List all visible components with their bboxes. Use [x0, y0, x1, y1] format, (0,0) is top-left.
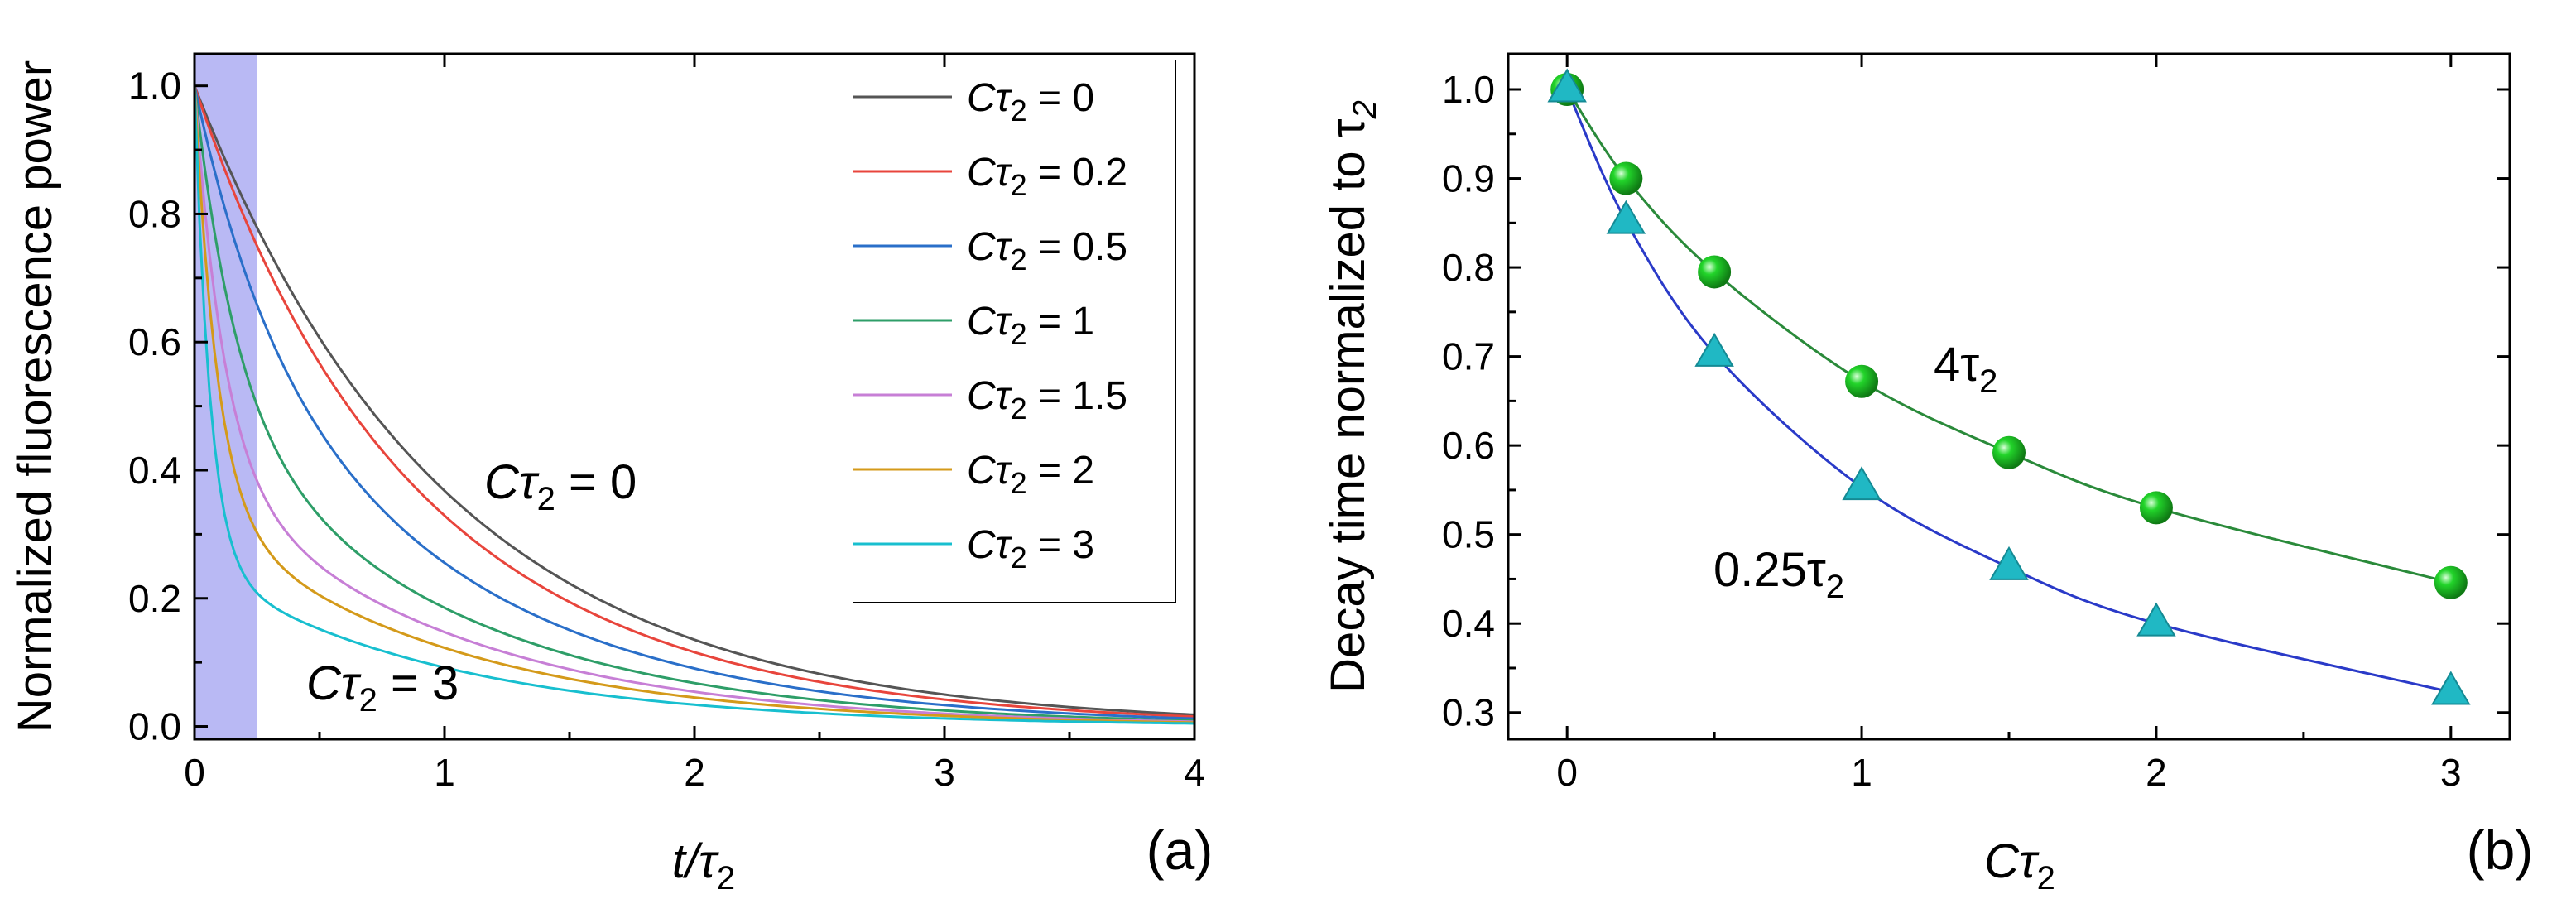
x-axis-label-a: t/τ2	[672, 834, 735, 897]
y-axis-label-b: Decay time normalized to τ2	[1321, 100, 1383, 693]
y-tick-label-a: 0.2	[128, 577, 181, 620]
x-tick-label-b: 2	[2146, 751, 2167, 794]
y-tick-label-a: 1.0	[128, 65, 181, 108]
annotation-ctau-0: Cτ2 = 0	[484, 455, 637, 517]
point-4tau2	[1992, 435, 2026, 469]
point-0.25tau2	[1842, 466, 1882, 501]
axis-ticks-b: 0 1 2 3 0.3 0.4 0.5 0.6 0.7 0.8 0.9 1.0	[1442, 54, 2510, 794]
point-4tau2	[1609, 161, 1643, 195]
panel-label-a: (a)	[1146, 820, 1214, 881]
x-tick-label-a: 2	[684, 751, 705, 794]
legend-label: Cτ2 = 1	[967, 300, 1094, 351]
x-tick-label-b: 3	[2440, 751, 2462, 794]
series-label-0.25tau2: 0.25τ2	[1713, 543, 1844, 605]
fit-line	[1565, 89, 2452, 694]
point-4tau2	[2434, 565, 2468, 599]
legend-label: Cτ2 = 2	[967, 449, 1094, 500]
point-0.25tau2	[1547, 68, 1587, 103]
point-4tau2	[1698, 255, 1732, 289]
x-tick-label-b: 0	[1556, 751, 1578, 794]
panel-label-b: (b)	[2467, 820, 2534, 881]
curve-ctau-0.5	[193, 85, 1195, 720]
point-0.25tau2	[1694, 332, 1734, 367]
decay-curves	[193, 85, 1195, 725]
y-tick-label-a: 0.4	[128, 449, 181, 492]
axis-ticks-a: 0 1 2 3 4 0.0 0.2 0.4 0.6 0.8 1.0	[128, 54, 1205, 794]
legend-label: Cτ2 = 0	[967, 76, 1094, 127]
panel-b: 0 1 2 3 0.3 0.4 0.5 0.6 0.7 0.8 0.9 1.0 Decay time …	[1321, 52, 2534, 897]
curve-ctau-2	[193, 85, 1195, 724]
curve-ctau-0	[193, 85, 1195, 716]
curve-ctau-1.5	[193, 85, 1195, 723]
point-0.25tau2	[2136, 602, 2176, 637]
series-label-4tau2: 4τ2	[1934, 338, 1997, 400]
legend-label: Cτ2 = 0.2	[967, 151, 1127, 202]
y-tick-label-a: 0.0	[128, 705, 181, 748]
point-0.25tau2	[2431, 671, 2471, 705]
x-tick-label-a: 1	[434, 751, 455, 794]
curve-ctau-1	[193, 85, 1195, 722]
legend-label: Cτ2 = 0.5	[967, 225, 1127, 276]
y-tick-label-b: 0.8	[1442, 246, 1495, 289]
x-tick-label-a: 0	[184, 751, 205, 794]
point-4tau2	[2139, 491, 2173, 525]
y-tick-label-b: 0.9	[1442, 157, 1495, 200]
legend-a: Cτ2 = 0 Cτ2 = 0.2 Cτ2 = 0.5 Cτ2 = 1 Cτ2 = 1.…	[853, 60, 1176, 603]
annotation-ctau-3: Cτ2 = 3	[306, 656, 459, 719]
y-tick-label-b: 0.7	[1442, 335, 1495, 378]
y-tick-label-b: 0.4	[1442, 602, 1495, 645]
point-4tau2	[1845, 364, 1879, 398]
y-tick-label-a: 0.6	[128, 320, 181, 363]
fit-curves	[1565, 89, 2452, 694]
panel-a: 0 1 2 3 4 0.0 0.2 0.4 0.6 0.8 1.0 Cτ2 = 0 Cτ2 = 0.2…	[8, 52, 1214, 897]
curve-ctau-3	[193, 85, 1195, 725]
point-0.25tau2	[1606, 200, 1646, 234]
x-tick-label-b: 1	[1851, 751, 1872, 794]
x-axis-label-b: Cτ2	[1984, 834, 2055, 897]
y-axis-label-a: Normalized fluorescence power	[8, 60, 62, 733]
y-tick-label-a: 0.8	[128, 192, 181, 235]
curve-ctau-0.2	[193, 85, 1195, 719]
x-tick-label-a: 3	[934, 751, 955, 794]
y-tick-label-b: 0.5	[1442, 513, 1495, 556]
point-0.25tau2	[1989, 546, 2029, 580]
x-tick-label-a: 4	[1184, 751, 1205, 794]
legend-label: Cτ2 = 3	[967, 523, 1094, 574]
legend-label: Cτ2 = 1.5	[967, 374, 1127, 425]
y-tick-label-b: 1.0	[1442, 68, 1495, 111]
y-tick-label-b: 0.6	[1442, 424, 1495, 467]
y-tick-label-b: 0.3	[1442, 691, 1495, 734]
plot-frame-b	[1507, 52, 2511, 741]
data-points	[1547, 68, 2471, 705]
